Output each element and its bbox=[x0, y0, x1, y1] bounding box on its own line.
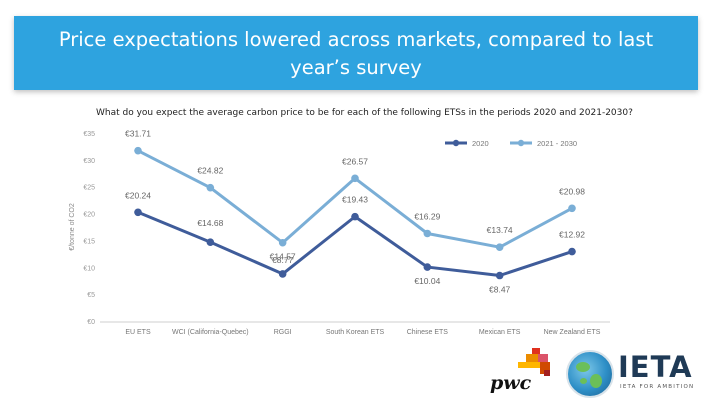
y-axis-label: €/tonne of CO2 bbox=[69, 203, 76, 251]
data-label: €24.82 bbox=[197, 166, 223, 176]
data-point bbox=[134, 208, 142, 217]
y-tick-label: €30 bbox=[83, 158, 95, 165]
data-label: €8.77 bbox=[272, 255, 294, 265]
pwc-mark-icon bbox=[518, 348, 550, 376]
chart-axes: €0 €5 €10 €15 €20 €25 €30 €35 €/tonne of CO2 EU E… bbox=[69, 131, 610, 336]
data-point bbox=[278, 270, 287, 278]
y-tick-label: €20 bbox=[83, 212, 95, 219]
data-point bbox=[568, 247, 576, 256]
x-tick-label: RGGI bbox=[274, 329, 292, 336]
ieta-wordmark: IETA bbox=[618, 350, 693, 384]
data-point bbox=[495, 243, 504, 251]
ieta-tagline: IETA FOR AMBITION bbox=[620, 384, 695, 390]
x-tick-label: Chinese ETS bbox=[407, 329, 449, 336]
data-label: €13.74 bbox=[487, 225, 513, 235]
legend-label: 2020 bbox=[472, 139, 489, 148]
x-tick-label: WCI (California-Quebec) bbox=[172, 329, 249, 336]
survey-question: What do you expect the average carbon pr… bbox=[96, 108, 633, 118]
data-point bbox=[134, 146, 142, 155]
data-label: €8.47 bbox=[489, 285, 511, 295]
data-point bbox=[423, 229, 432, 238]
data-point bbox=[495, 271, 504, 280]
y-tick-label: €10 bbox=[83, 265, 95, 272]
data-point bbox=[278, 238, 287, 247]
page-title: Price expectations lowered across market… bbox=[14, 26, 698, 82]
x-tick-label: South Korean ETS bbox=[326, 329, 385, 336]
x-tick-label: EU ETS bbox=[125, 329, 151, 336]
data-point bbox=[351, 212, 359, 221]
legend-marker bbox=[517, 139, 525, 147]
data-point bbox=[206, 238, 215, 246]
data-point bbox=[351, 174, 359, 183]
y-tick-label: €35 bbox=[83, 131, 95, 138]
page-title-line-2: year’s survey bbox=[290, 56, 422, 79]
legend-marker bbox=[452, 139, 460, 147]
data-label: €16.29 bbox=[414, 211, 440, 221]
data-label: €19.43 bbox=[342, 195, 368, 205]
data-label: €12.92 bbox=[559, 230, 585, 240]
y-tick-label: €5 bbox=[87, 292, 95, 299]
data-label: €26.57 bbox=[342, 156, 368, 166]
y-tick-label: €15 bbox=[83, 238, 95, 245]
chart-series: €20.24 €14.68 €8.77 €19.43 €10.04 €8.47 €12.92… bbox=[125, 129, 585, 295]
data-label: €20.24 bbox=[125, 190, 151, 200]
page-title-line-1: Price expectations lowered across market… bbox=[58, 28, 654, 51]
legend-label: 2021 - 2030 bbox=[537, 139, 577, 148]
data-label: €14.68 bbox=[197, 218, 223, 228]
x-tick-label: Mexican ETS bbox=[479, 329, 521, 336]
data-point bbox=[423, 263, 432, 271]
y-tick-label: €25 bbox=[83, 185, 95, 192]
data-point bbox=[568, 204, 576, 213]
chart-legend: 2020 2021 - 2030 bbox=[445, 139, 577, 148]
data-label: €10.04 bbox=[414, 276, 440, 286]
globe-icon bbox=[566, 350, 614, 398]
pwc-logo: pwc bbox=[488, 348, 558, 394]
pwc-wordmark: pwc bbox=[490, 372, 532, 394]
x-tick-label: New Zealand ETS bbox=[544, 329, 601, 336]
y-tick-label: €0 bbox=[87, 319, 95, 326]
ieta-logo: IETA IETA FOR AMBITION bbox=[566, 346, 706, 398]
title-banner: Price expectations lowered across market… bbox=[14, 16, 698, 90]
data-label: €31.71 bbox=[125, 129, 151, 139]
data-point bbox=[206, 183, 215, 192]
data-label: €20.98 bbox=[559, 186, 585, 196]
data-label: €14.57 bbox=[270, 252, 296, 262]
